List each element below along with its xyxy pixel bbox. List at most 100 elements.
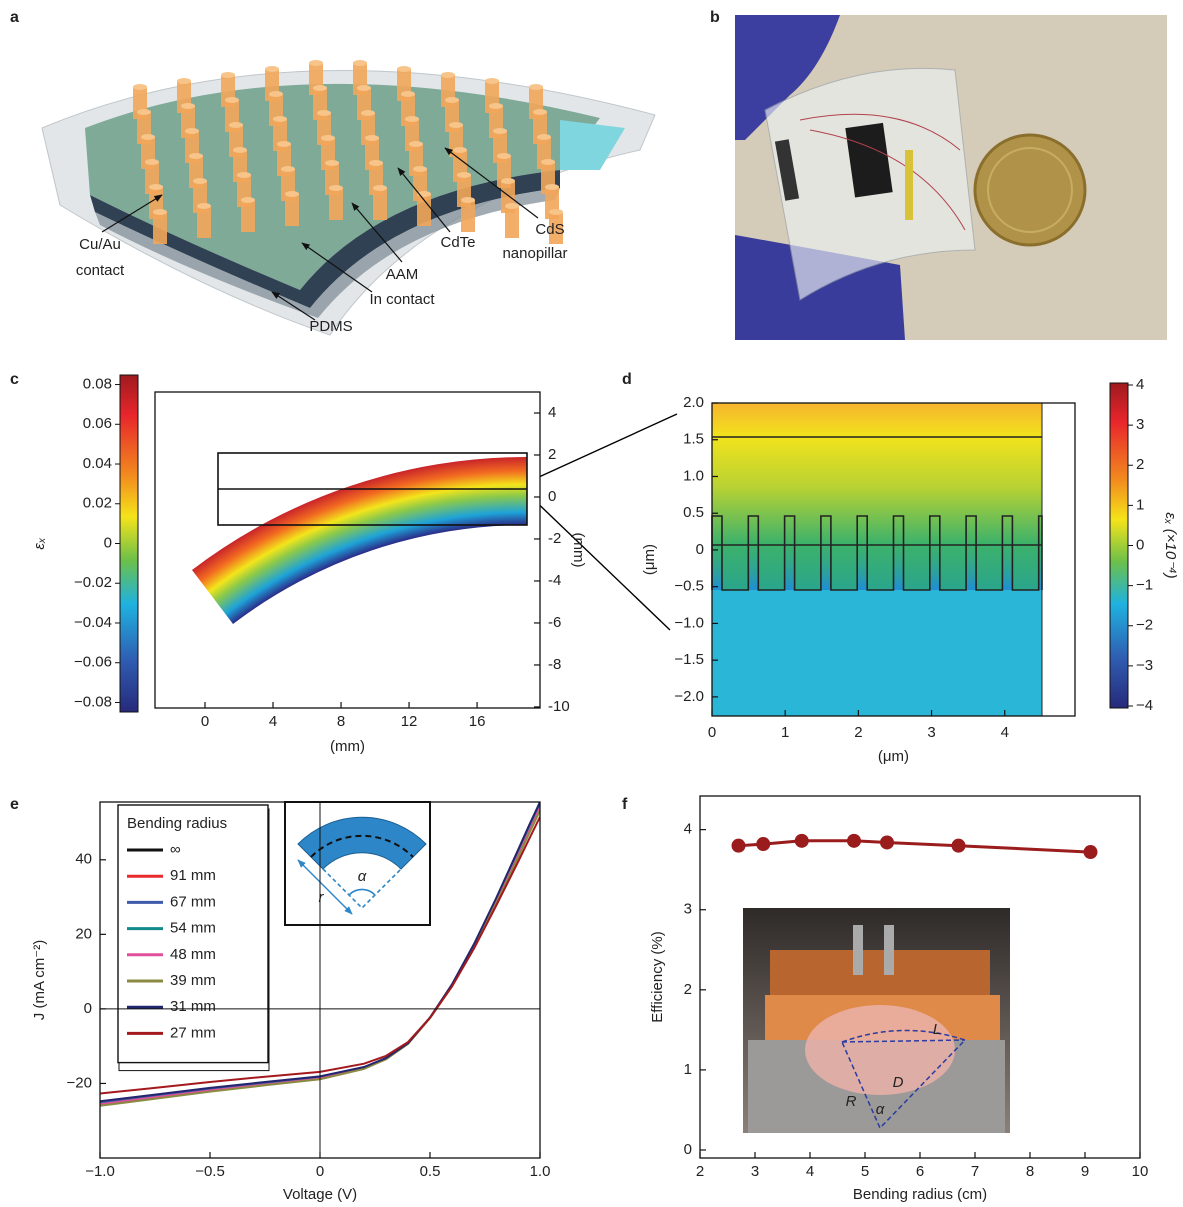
plot-frame: [154, 391, 541, 709]
pillar: [549, 212, 563, 244]
pillar-top: [325, 160, 339, 166]
photo: [735, 15, 1167, 340]
panel-letter: d: [622, 371, 632, 388]
pillar-top: [225, 97, 239, 103]
pillar-top: [221, 72, 235, 78]
pillar-top: [177, 78, 191, 84]
label: CdTe: [440, 234, 475, 251]
pillar-top: [409, 141, 423, 147]
pillar-top: [197, 203, 211, 209]
pillar-field: [784, 540, 795, 590]
y-axis-label: (mm): [570, 533, 587, 568]
pillar-top: [449, 122, 463, 128]
legend-label: 31 mm: [170, 998, 216, 1015]
colorbar-label: εₓ (×10⁻⁴): [1162, 512, 1179, 578]
panel-letter: c: [10, 371, 19, 388]
pillar-top: [189, 153, 203, 159]
pillar-top: [441, 72, 455, 78]
x-tick-label: 4: [269, 713, 277, 730]
pillar-top: [149, 184, 163, 190]
y-tick-label: 4: [684, 821, 692, 838]
pillar: [285, 194, 299, 226]
legend-label: 91 mm: [170, 867, 216, 884]
arrow: [397, 167, 451, 233]
data-point: [731, 838, 746, 853]
pillar-top: [329, 185, 343, 191]
pillar: [153, 212, 167, 244]
y-tick-label: −20: [67, 1074, 92, 1091]
x-tick-label: 1: [781, 724, 789, 741]
legend-title: Bending radius: [127, 815, 227, 832]
x-axis-label: (mm): [330, 738, 365, 755]
data-point: [880, 835, 894, 850]
colorbar-tick-label: −0.04: [74, 614, 112, 631]
panel-letter: a: [10, 9, 19, 26]
colorbar-tick-label: 2: [1136, 456, 1144, 473]
y-tick-label: 0: [684, 1141, 692, 1158]
y-tick-label: -2: [548, 530, 561, 547]
pillar: [329, 188, 343, 220]
x-tick-label: 5: [861, 1163, 869, 1180]
pillar: [417, 194, 431, 226]
pillar-top: [405, 116, 419, 122]
pillar-top: [133, 84, 147, 90]
pillar-top: [277, 141, 291, 147]
x-tick-label: 7: [971, 1163, 979, 1180]
pillar-top: [137, 109, 151, 115]
x-axis-label: (μm): [878, 748, 909, 765]
pillar-top: [145, 159, 159, 165]
inset-label: α: [358, 868, 367, 885]
inset-geometry: [840, 1029, 967, 1130]
pillar-top: [309, 60, 323, 66]
pillar-top: [265, 66, 279, 72]
label: In contact: [369, 291, 435, 308]
label: CdS: [535, 221, 564, 238]
pillar-top: [237, 172, 251, 178]
x-tick-label: 8: [337, 713, 345, 730]
pillar-top: [321, 135, 335, 141]
pillar-top: [397, 66, 411, 72]
x-tick-label: 1.0: [530, 1163, 551, 1180]
pillar-top: [193, 178, 207, 184]
colorbar-tick-label: 0: [104, 534, 112, 551]
label: Cu/Au: [79, 236, 121, 253]
colorbar-tick-label: 0: [1136, 536, 1144, 553]
legend-label: 39 mm: [170, 972, 216, 989]
strain-field: [192, 456, 527, 624]
y-tick-label: −1.5: [674, 651, 704, 668]
pillar-top: [365, 135, 379, 141]
y-axis-label: J (mA cm⁻²): [31, 940, 48, 1020]
colorbar-tick-label: 1: [1136, 496, 1144, 513]
y-tick-label: 40: [75, 851, 92, 868]
photo-post: [884, 925, 894, 975]
pillar-top: [273, 116, 287, 122]
pillar: [241, 200, 255, 232]
x-tick-label: 6: [916, 1163, 924, 1180]
colorbar-tick-label: −0.02: [74, 574, 112, 591]
y-tick-label: −0.5: [674, 578, 704, 595]
pillar-top: [445, 97, 459, 103]
photo-block: [770, 950, 990, 1000]
x-tick-label: 4: [1001, 724, 1009, 741]
data-point: [951, 838, 966, 853]
x-tick-label: 4: [806, 1163, 814, 1180]
pillar-field: [966, 540, 977, 590]
y-tick-label: 0.5: [683, 504, 704, 521]
pillar-top: [241, 197, 255, 203]
pillar-top: [317, 110, 331, 116]
arrow: [271, 291, 316, 321]
pillar-top: [361, 110, 375, 116]
pillar-top: [545, 184, 559, 190]
y-axis-label: Efficiency (%): [649, 931, 666, 1022]
arrow: [301, 242, 373, 293]
colorbar-tick-label: −4: [1136, 697, 1153, 714]
data-point: [794, 833, 809, 848]
y-tick-label: 0: [84, 1000, 92, 1017]
pillar-top: [153, 209, 167, 215]
x-tick-label: 2: [854, 724, 862, 741]
y-tick-label: -6: [548, 614, 561, 631]
pillar-top: [533, 109, 547, 115]
strain-field: [712, 590, 1042, 716]
pillar-top: [373, 185, 387, 191]
y-tick-label: 1.0: [683, 467, 704, 484]
